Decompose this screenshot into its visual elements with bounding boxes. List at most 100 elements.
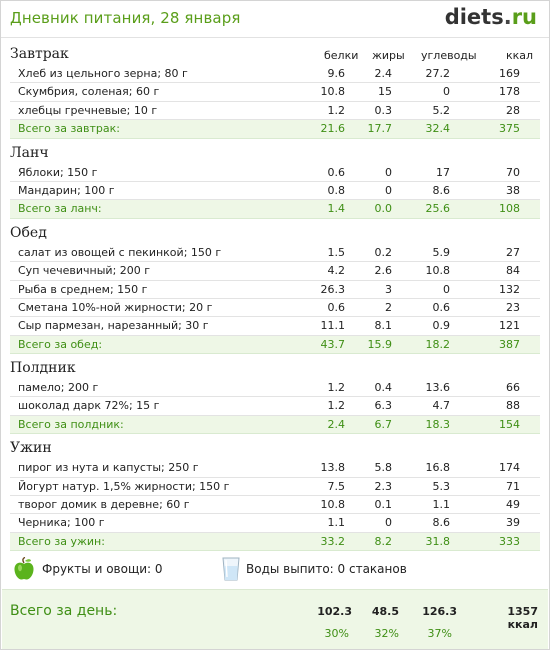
meal-total-row-protein: 1.4 (327, 202, 346, 216)
food-row: Сметана 10%-ной жирности; 20 г 0.6 2 0.6 23 (10, 299, 540, 318)
food-row: Сыр пармезан, нарезанный; 30 г 11.1 8.1 0.9… (10, 317, 540, 336)
food-row-fat: 0.3 (374, 103, 393, 117)
food-row-name: Скумбрия, соленая; 60 г (18, 85, 160, 99)
food-row-carbs: 5.2 (432, 103, 451, 117)
meal-total-row-protein: 2.4 (327, 417, 346, 431)
food-row-protein: 11.1 (320, 319, 346, 333)
food-row-fat: 5.8 (374, 461, 393, 475)
meal-header: Ланч (10, 145, 540, 164)
column-header-carbs: углеводы (421, 49, 477, 62)
meal-total-row-fat: 0.0 (374, 202, 393, 216)
day-total-kcal: 1357 ккал (507, 605, 538, 631)
food-row-kcal: 84 (506, 264, 520, 278)
food-row: Хлеб из цельного зерна; 80 г 9.6 2.4 27.2 16… (10, 65, 540, 84)
meal-total-row-protein: 43.7 (320, 337, 346, 351)
day-pct-carbs: 37% (427, 627, 452, 640)
meal-total-row: Всего за завтрак: 21.6 17.7 32.4 375 (10, 120, 540, 139)
food-row-kcal: 88 (506, 399, 520, 413)
food-row-protein: 26.3 (320, 282, 346, 296)
food-row: Скумбрия, соленая; 60 г 10.8 15 0 178 (10, 83, 540, 102)
food-row-kcal: 66 (506, 381, 520, 395)
food-row-kcal: 174 (499, 461, 520, 475)
food-row-fat: 0 (385, 165, 392, 179)
meal-title: Ланч (10, 144, 49, 161)
food-row-kcal: 178 (499, 85, 520, 99)
food-row-fat: 8.1 (374, 319, 393, 333)
column-header-fat: жиры (372, 49, 405, 62)
food-row: салат из овощей с пекинкой; 150 г 1.5 0.2 5… (10, 243, 540, 263)
food-row-carbs: 0 (443, 282, 450, 296)
water-count: Воды выпито: 0 стаканов (246, 562, 407, 576)
food-row-kcal: 169 (499, 67, 520, 80)
food-row-protein: 1.2 (327, 103, 346, 117)
food-row-kcal: 39 (506, 516, 520, 530)
food-row-protein: 7.5 (327, 479, 346, 493)
food-row-fat: 2.3 (374, 479, 393, 493)
food-row-fat: 2 (385, 300, 392, 314)
meal-total-row-name: Всего за обед: (18, 337, 103, 351)
day-pct-fat: 32% (374, 627, 399, 640)
meal-total-row-carbs: 31.8 (425, 534, 451, 548)
meal-total-row-fat: 17.7 (367, 122, 393, 136)
meal-total-row-kcal: 333 (499, 534, 520, 548)
food-row-protein: 13.8 (320, 461, 346, 475)
food-row-kcal: 38 (506, 183, 520, 197)
meal-total-row-name: Всего за полдник: (18, 417, 124, 431)
food-row-name: пирог из нута и капусты; 250 г (18, 461, 199, 475)
food-row-protein: 0.8 (327, 183, 346, 197)
food-row-carbs: 5.3 (432, 479, 451, 493)
food-row-protein: 10.8 (320, 498, 346, 512)
meal-total-row-kcal: 375 (499, 122, 520, 136)
food-row-protein: 1.2 (327, 381, 346, 395)
food-row-protein: 0.6 (327, 165, 346, 179)
meal-total-row-carbs: 25.6 (425, 202, 451, 216)
food-row-kcal: 49 (506, 498, 520, 512)
food-row-protein: 0.6 (327, 300, 346, 314)
food-row-name: творог домик в деревне; 60 г (18, 498, 190, 512)
meal-total-row-protein: 33.2 (320, 534, 346, 548)
meal-total-row-kcal: 387 (499, 337, 520, 351)
meal-total-row: Всего за полдник: 2.4 6.7 18.3 154 (10, 415, 540, 435)
day-total-box: Всего за день: 102.3 48.5 126.3 1357 кка… (2, 589, 548, 649)
meal-title: Ужин (10, 440, 52, 457)
food-row-fat: 0 (385, 183, 392, 197)
food-row: Яблоки; 150 г 0.6 0 17 70 (10, 163, 540, 182)
food-row-protein: 4.2 (327, 264, 346, 278)
food-row-name: Мандарин; 100 г (18, 183, 115, 197)
food-row: Черника; 100 г 1.1 0 8.6 39 (10, 514, 540, 533)
meals-list: Завтрак белки жиры углеводы ккал Хлеб из цель… (10, 46, 540, 557)
day-total-fat: 48.5 (371, 605, 399, 618)
meal-total-row-carbs: 18.3 (425, 417, 451, 431)
meal-total-row-name: Всего за ужин: (18, 534, 105, 548)
day-pct-protein: 30% (324, 627, 349, 640)
meal-total-row-protein: 21.6 (320, 122, 346, 136)
food-row-protein: 9.6 (327, 67, 346, 80)
food-row-fat: 0.4 (374, 381, 393, 395)
meal-total-row-kcal: 154 (499, 417, 520, 431)
meal-section: Обед салат из овощей с пекинкой; 150 г 1.5… (10, 225, 540, 360)
meal-header: Обед (10, 225, 540, 244)
meal-total-row-carbs: 18.2 (425, 337, 451, 351)
food-row-carbs: 17 (436, 165, 450, 179)
meal-total-row: Всего за ланч: 1.4 0.0 25.6 108 (10, 200, 540, 219)
food-row-fat: 0.2 (374, 245, 393, 259)
food-row-kcal: 71 (506, 479, 520, 493)
food-row-name: Сыр пармезан, нарезанный; 30 г (18, 319, 209, 333)
header-divider (1, 37, 549, 38)
food-row-name: Хлеб из цельного зерна; 80 г (18, 67, 188, 80)
meal-title: Полдник (10, 360, 76, 377)
day-total-carbs: 126.3 (422, 605, 457, 618)
meal-total-row-fat: 15.9 (367, 337, 393, 351)
column-header-kcal: ккал (506, 49, 534, 62)
food-row: Рыба в среднем; 150 г 26.3 3 0 132 (10, 280, 540, 299)
food-row-name: Суп чечевичный; 200 г (18, 264, 151, 278)
meal-total-row-kcal: 108 (499, 202, 520, 216)
food-row-fat: 0.1 (374, 498, 393, 512)
food-row-carbs: 8.6 (432, 516, 451, 530)
food-row-kcal: 28 (506, 103, 520, 117)
food-row-protein: 1.1 (327, 516, 346, 530)
food-row-fat: 15 (378, 85, 392, 99)
food-row-name: шоколад дарк 72%; 15 г (18, 399, 160, 413)
brand-logo[interactable]: diets.ru (445, 5, 537, 29)
